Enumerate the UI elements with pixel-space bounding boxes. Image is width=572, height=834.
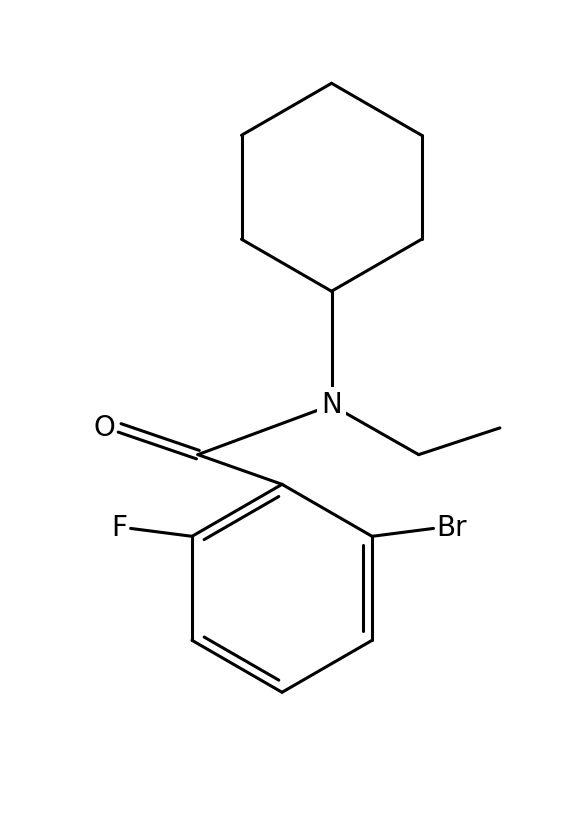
Text: Br: Br <box>436 515 467 542</box>
Text: N: N <box>321 391 342 420</box>
Text: O: O <box>94 414 116 442</box>
Text: F: F <box>112 515 128 542</box>
